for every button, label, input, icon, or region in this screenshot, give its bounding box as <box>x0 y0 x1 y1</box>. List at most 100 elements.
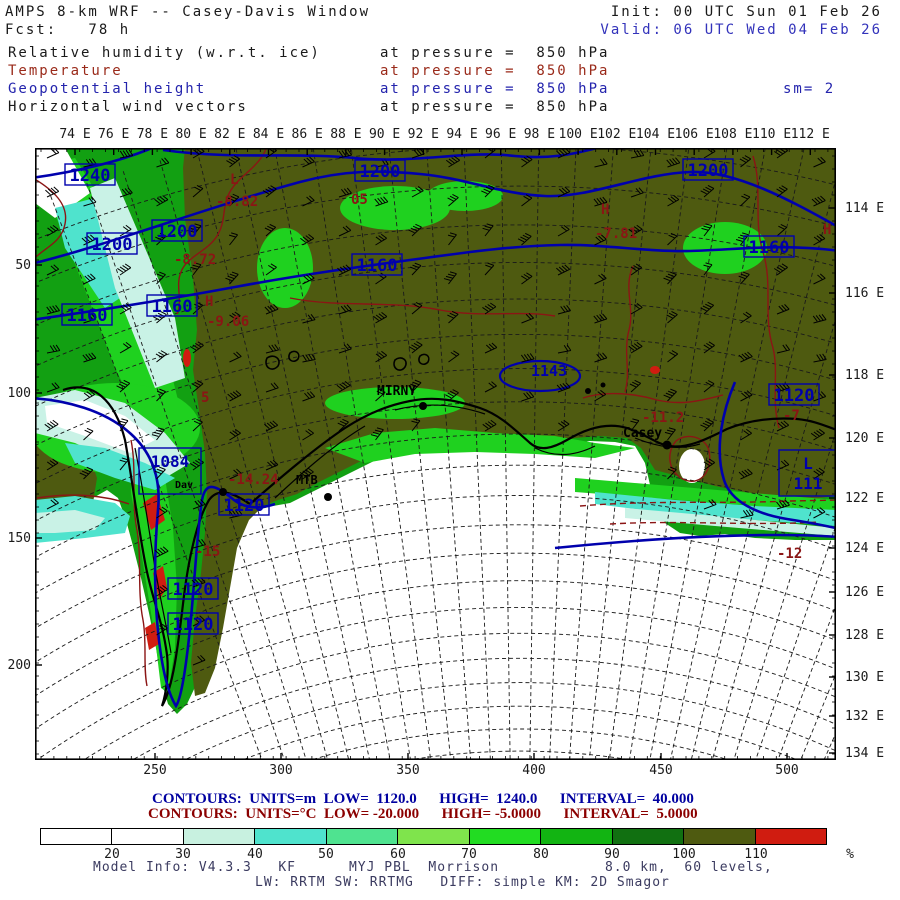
svg-text:1120: 1120 <box>173 615 214 635</box>
svg-text:-14.24: -14.24 <box>228 472 279 488</box>
svg-text:-7.81: -7.81 <box>595 226 637 242</box>
colorbar-tick-label: 80 <box>533 847 549 862</box>
field-label: Horizontal wind vectors <box>8 99 248 115</box>
relative-humidity-field <box>35 148 836 714</box>
field-label: Relative humidity (w.r.t. ice) <box>8 45 321 61</box>
colorbar-segment <box>755 829 826 844</box>
top-axis-label: 74 E <box>59 127 91 142</box>
top-axis-label: 94 E <box>446 127 478 142</box>
svg-text:1084: 1084 <box>151 452 190 471</box>
top-axis-label: 82 E <box>214 127 246 142</box>
wind-barbs <box>44 148 827 666</box>
svg-text:Casey: Casey <box>623 426 662 441</box>
temp-contour-info: CONTOURS: UNITS=°C LOW= -20.000 HIGH= -5… <box>148 806 698 822</box>
model-info-line1: Model Info: V4.3.3 KF MYJ PBL Morrison 8… <box>93 860 773 875</box>
field-pressure: at pressure = 850 hPa <box>380 81 610 97</box>
field-pressure: at pressure = 850 hPa <box>380 99 610 115</box>
colorbar-segment <box>541 829 613 844</box>
top-axis-label: 100 E <box>558 127 598 142</box>
top-axis-label: 102 E <box>597 127 637 142</box>
colorbar-segment <box>326 829 399 844</box>
colorbar-segment <box>112 829 184 844</box>
bottom-axis-label: 250 <box>143 763 167 778</box>
right-axis-label: 116 E <box>845 286 885 301</box>
top-axis-label: 80 E <box>175 127 207 142</box>
svg-text:-12: -12 <box>777 546 802 562</box>
svg-text:L: L <box>803 454 813 473</box>
svg-text:1120: 1120 <box>774 386 815 406</box>
svg-text:H: H <box>823 222 831 238</box>
top-axis-label: 88 E <box>330 127 362 142</box>
top-axis-label: 104 E <box>635 127 676 142</box>
svg-text:-15: -15 <box>195 544 220 560</box>
height-contour-info: CONTOURS: UNITS=m LOW= 1120.0 HIGH= 1240… <box>152 791 694 807</box>
colorbar-segment <box>684 829 756 844</box>
left-axis-label: 150 <box>7 531 31 546</box>
colorbar-tick-label: 50 <box>318 847 334 862</box>
top-axis-label: 78 E <box>136 127 169 142</box>
svg-text:Dav: Dav <box>175 480 193 491</box>
svg-text:1200: 1200 <box>92 235 133 255</box>
field-pressure: at pressure = 850 hPa <box>380 45 610 61</box>
svg-text:111: 111 <box>794 474 823 493</box>
weather-map: 1240 1200 1200 1200 1200 1160 1160 1160 1160 1120… <box>35 148 836 760</box>
svg-text:5: 5 <box>201 390 209 406</box>
smoothing-label: sm= 2 <box>783 81 836 97</box>
top-axis-label: 110 E <box>752 127 792 142</box>
right-axis-label: 132 E <box>845 709 885 724</box>
svg-text:-8.82: -8.82 <box>216 194 258 210</box>
colorbar-tick-label: 60 <box>390 847 406 862</box>
svg-text:MTB: MTB <box>296 473 318 487</box>
left-axis-label: 100 <box>7 386 31 401</box>
right-axis-label: 130 E <box>845 670 885 685</box>
colorbar-segment <box>183 829 256 844</box>
svg-text:-7: -7 <box>783 408 800 424</box>
svg-text:1120: 1120 <box>224 496 265 516</box>
colorbar-segment <box>398 829 470 844</box>
bottom-axis-label: 500 <box>775 763 799 778</box>
lat-lon-grid <box>35 148 836 760</box>
top-axis-label: 112 E <box>790 127 830 142</box>
right-axis-label: 124 E <box>845 541 885 556</box>
valid-time: Valid: 06 UTC Wed 04 Feb 26 <box>600 22 882 38</box>
right-axis-label: 128 E <box>845 628 885 643</box>
colorbar-tick-label: % <box>846 847 854 862</box>
field-label: Geopotential height <box>8 81 207 97</box>
bottom-axis-label: 450 <box>649 763 673 778</box>
right-axis-label: 120 E <box>845 431 885 446</box>
left-axis-label: 50 <box>15 258 31 273</box>
svg-text:1120: 1120 <box>173 580 214 600</box>
colorbar-tick-label: 100 <box>672 847 696 862</box>
svg-text:MIRNY: MIRNY <box>377 384 416 399</box>
top-axis-label: 92 E <box>407 127 439 142</box>
svg-text:H: H <box>601 202 609 218</box>
colorbar-tick-label: 30 <box>175 847 191 862</box>
svg-text:-8.72: -8.72 <box>174 252 216 268</box>
svg-text:L: L <box>230 172 238 188</box>
colorbar-tick-label: 70 <box>461 847 477 862</box>
top-axis-label: 86 E <box>291 127 323 142</box>
top-axis-label: 84 E <box>252 127 285 142</box>
colorbar-segment <box>469 829 542 844</box>
colorbar-segment <box>612 829 685 844</box>
svg-text:1200: 1200 <box>157 222 198 242</box>
top-axis-label: 96 E <box>485 127 517 142</box>
svg-text:-11.2: -11.2 <box>642 410 684 426</box>
page-title: AMPS 8-km WRF -- Casey-Davis Window <box>5 4 371 20</box>
init-time: Init: 00 UTC Sun 01 Feb 26 <box>610 4 882 20</box>
colorbar-tick-label: 110 <box>744 847 768 862</box>
svg-text:1160: 1160 <box>749 238 790 258</box>
svg-text:05: 05 <box>351 192 368 208</box>
bottom-axis-label: 300 <box>269 763 293 778</box>
right-axis-label: 126 E <box>845 585 885 600</box>
svg-text:1160: 1160 <box>67 306 108 326</box>
svg-text:1240: 1240 <box>70 166 111 186</box>
field-pressure: at pressure = 850 hPa <box>380 63 610 79</box>
svg-text:1200: 1200 <box>688 161 729 181</box>
model-info-line2: LW: RRTM SW: RRTMG DIFF: simple KM: 2D S… <box>255 875 670 890</box>
top-axis-label: 98 E <box>523 127 556 142</box>
rh-colorbar <box>40 828 827 845</box>
svg-text:H: H <box>205 294 213 310</box>
colorbar-tick-label: 20 <box>104 847 120 862</box>
